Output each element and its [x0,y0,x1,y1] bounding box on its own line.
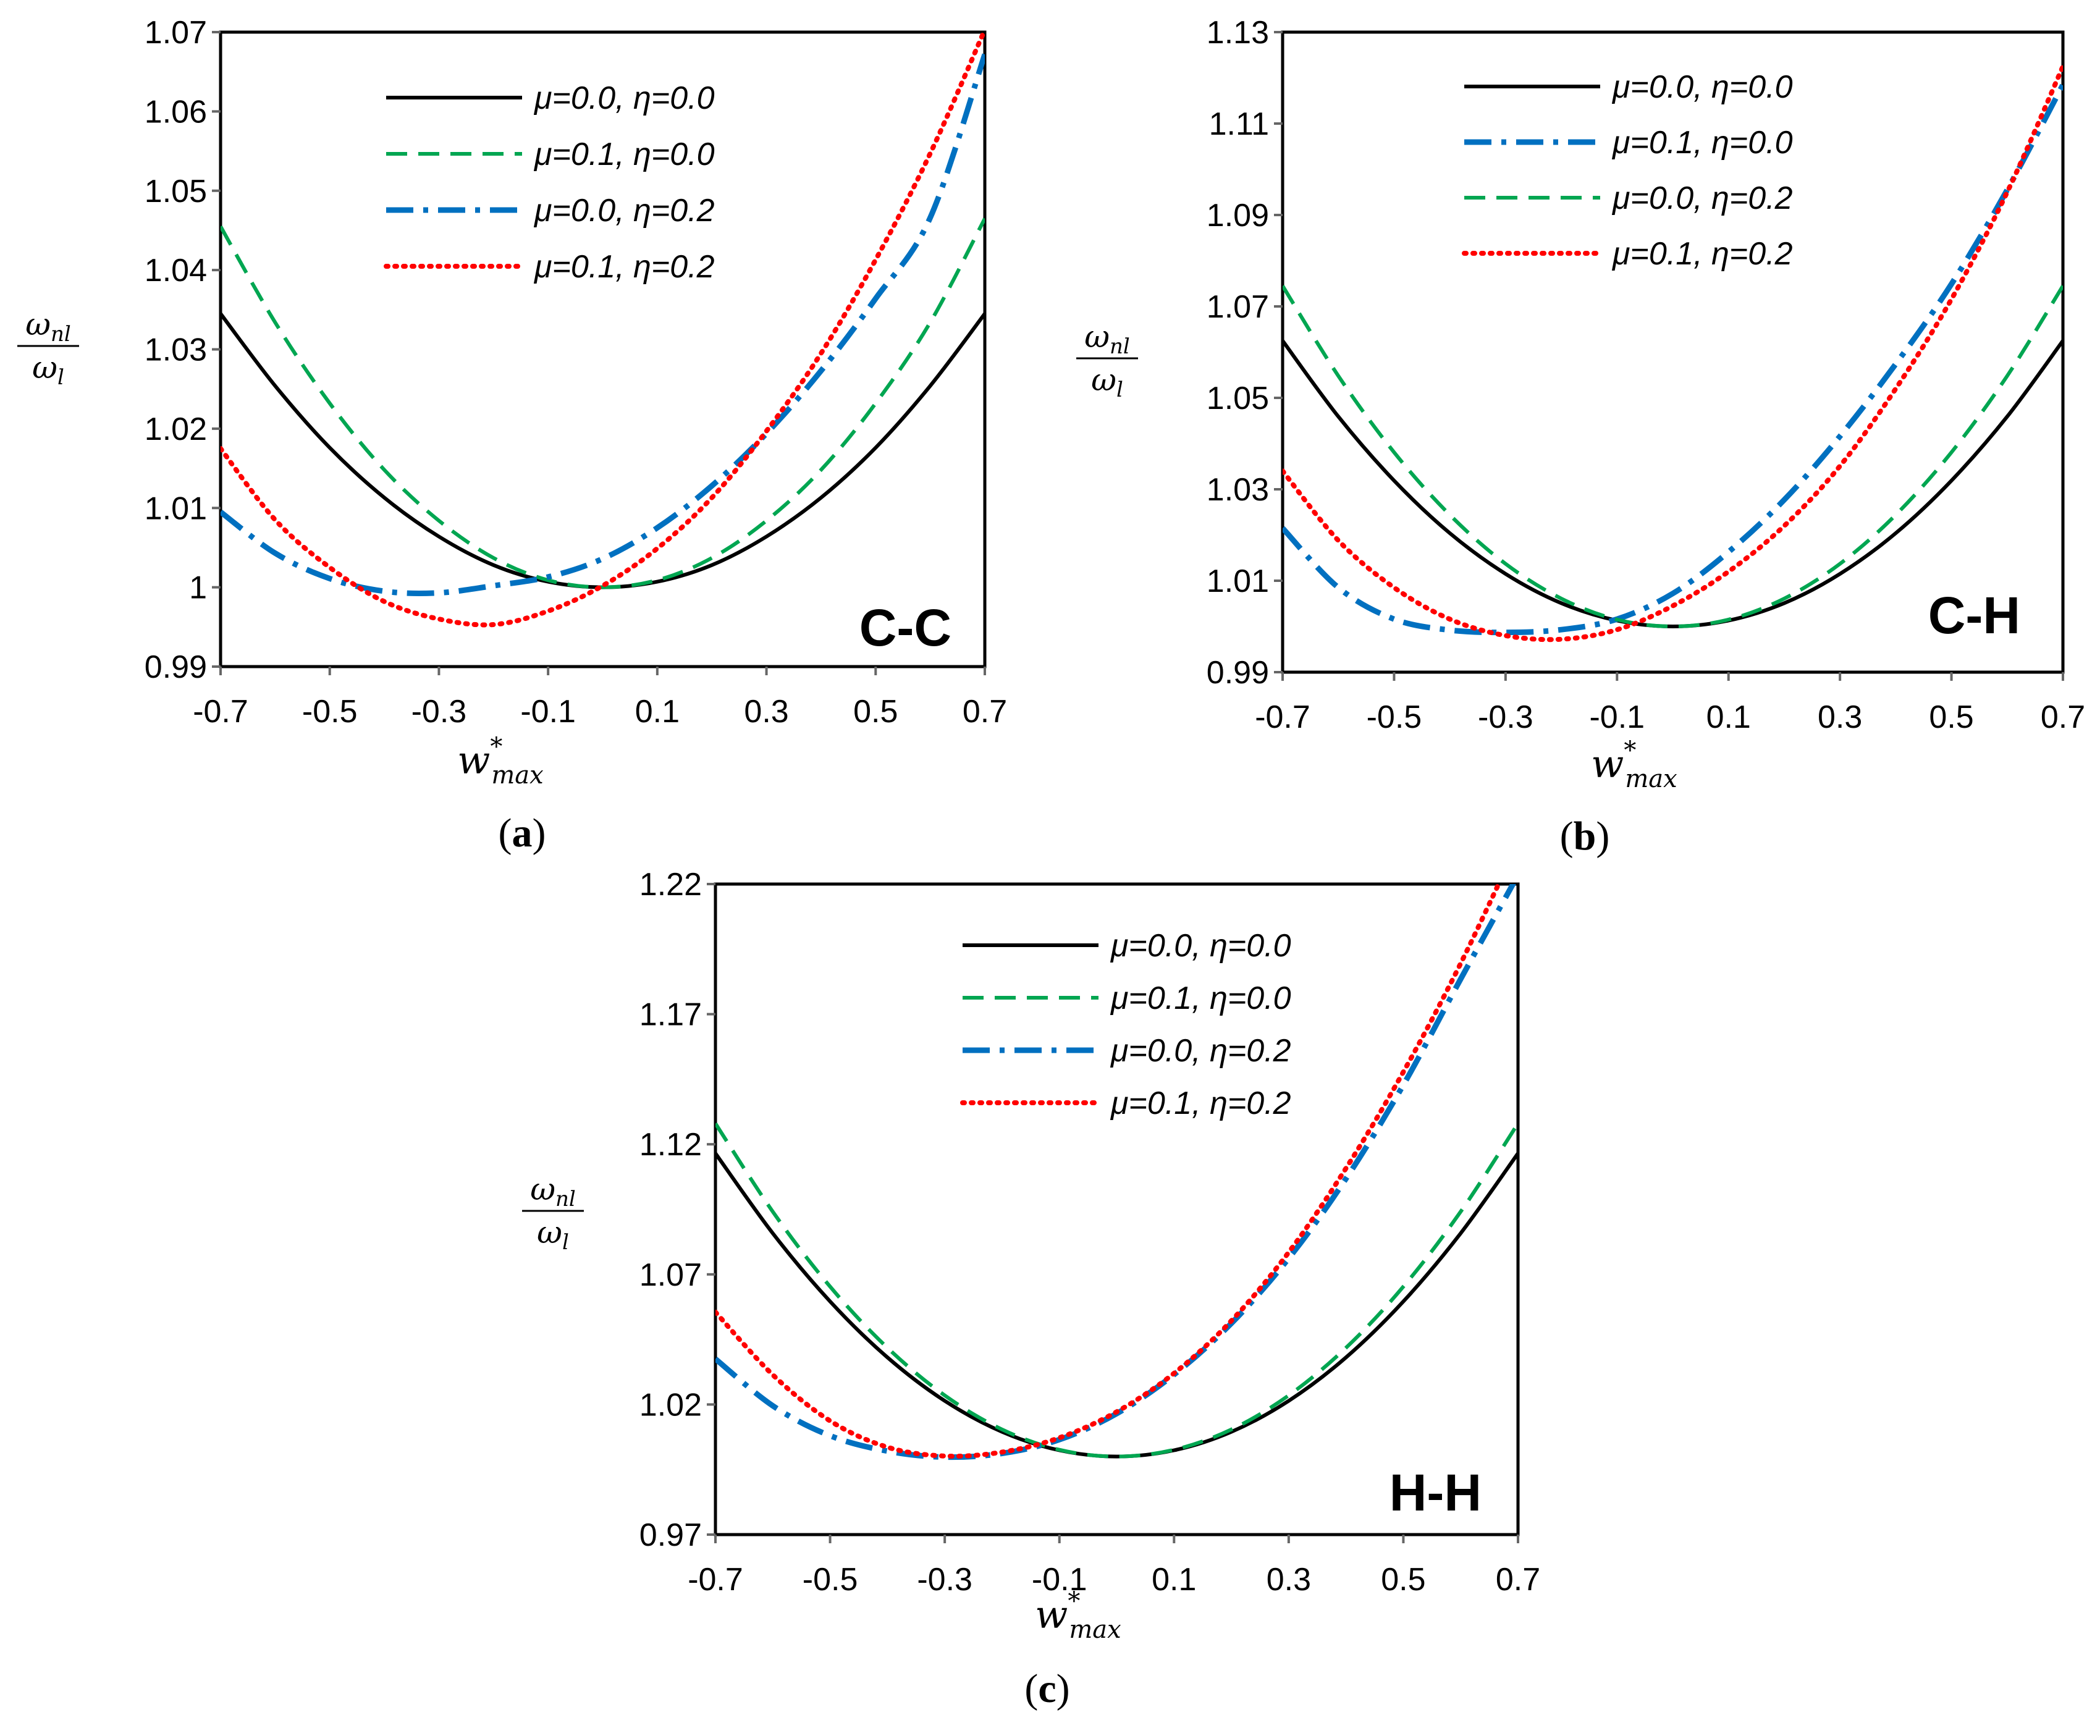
x-tick-label: 0.7 [963,694,1007,730]
x-tick-label: -0.7 [688,1562,743,1598]
y-tick-label: 1.02 [145,411,207,447]
x-tick-label: -0.3 [1478,699,1533,735]
x-tick-label: 0.5 [853,694,898,730]
y-tick-label: 1.09 [1207,198,1269,234]
y-tick-label: 1.22 [639,867,702,903]
boundary-condition-tag: C-H [1928,586,2020,644]
panel-c-hh: 0.97 1.02 1.07 1.12 1.17 1.22 -0.7 -0.5 -0.3 -0.1… [522,867,1540,1711]
x-tick-label: -0.7 [193,694,248,730]
x-tick-label: -0.3 [411,694,467,730]
x-tick-label: 0.3 [1818,699,1862,735]
x-tick-label: 0.1 [1706,699,1751,735]
y-tick-label: 1.01 [1207,563,1269,599]
y-tick-label: 0.97 [639,1517,702,1553]
panel-label: (b) [1560,814,1610,859]
panel-label: (a) [499,811,546,856]
y-tick-label: 1 [189,570,207,606]
y-tick-label: 1.04 [145,253,207,289]
series-line-blue-dashdot [1283,83,2063,636]
y-tick-label: 1.07 [145,15,207,51]
panel-label: (c) [1024,1666,1069,1711]
boundary-condition-tag: C-C [859,599,951,657]
y-tick-label: 1.13 [1207,15,1269,51]
series-line-red-dotted [1283,64,2063,643]
y-tick-label: 1.01 [145,491,207,526]
series-line-red-dotted [221,32,985,628]
x-tick-label: 0.7 [1496,1562,1540,1598]
y-label-numerator: ωnl [530,1171,576,1211]
y-tick-label: 1.07 [1207,289,1269,325]
legend-label: μ=0.0, η=0.2 [1611,180,1793,216]
y-label-denominator: ωl [537,1215,569,1255]
series-group [221,32,985,628]
x-tick-label: -0.1 [1032,1562,1087,1598]
x-axis-label: w* max [1591,736,1677,793]
legend-label: μ=0.1, η=0.2 [533,249,715,285]
legend-label: μ=0.0, η=0.2 [533,193,715,229]
x-tick-label: 0.3 [744,694,788,730]
legend-label: μ=0.1, η=0.2 [1611,236,1793,272]
series-line-red-dotted [715,884,1501,1459]
y-tick-label: 0.99 [1207,655,1269,691]
series-line-green-dashed [1283,285,2063,628]
series-line-green-dashed [221,217,985,589]
x-tick-label: -0.1 [1589,699,1645,735]
series-line-green-dashed [715,1122,1518,1459]
series-line-blue-dashdot [221,53,985,596]
x-tick-label: 0.5 [1929,699,1973,735]
plot-frame [1281,30,2065,674]
x-tick-label: 0.1 [1152,1562,1196,1598]
x-tick-label: -0.3 [917,1562,972,1598]
x-tick-label: -0.5 [803,1562,858,1598]
boundary-condition-tag: H-H [1389,1464,1482,1522]
series-group [1283,64,2063,643]
panel-b-ch: 0.99 1.01 1.03 1.05 1.07 1.09 1.11 1.13 -0.7 -0.5… [1076,15,2085,859]
series-line-black-solid [715,1152,1518,1459]
legend-label: μ=0.0, η=0.2 [1110,1033,1291,1069]
y-tick-label: 1.11 [1209,106,1269,142]
y-tick-label: 1.12 [639,1127,702,1163]
legend-label: μ=0.0, η=0.0 [1110,928,1291,964]
x-tick-label: 0.1 [635,694,680,730]
x-tick-label: -0.5 [1367,699,1422,735]
legend-label: μ=0.1, η=0.0 [533,137,715,172]
y-label-denominator: ωl [1091,362,1123,402]
x-tick-label: -0.7 [1255,699,1310,735]
y-label-denominator: ωl [32,350,64,390]
series-line-black-solid [1283,339,2063,628]
series-line-black-solid [221,312,985,589]
legend-label: μ=0.0, η=0.0 [1611,69,1793,105]
legend-label: μ=0.0, η=0.0 [533,80,715,116]
x-tick-label: -0.1 [520,694,576,730]
legend-label: μ=0.1, η=0.2 [1110,1085,1291,1121]
legend-label: μ=0.1, η=0.0 [1110,980,1291,1016]
x-tick-label: 0.7 [2041,699,2085,735]
legend-label: μ=0.1, η=0.0 [1611,125,1793,161]
panel-a-cc: 0.99 1 1.01 1.02 1.03 1.04 1.05 1.06 1.07 -0.7 -0.… [17,15,1007,856]
y-tick-label: 1.03 [1207,472,1269,508]
y-tick-label: 1.02 [639,1387,702,1423]
series-group [715,884,1518,1460]
y-tick-label: 1.05 [145,174,207,209]
y-tick-label: 1.05 [1207,381,1269,416]
y-tick-label: 1.06 [145,94,207,130]
plot-frame [714,882,1520,1536]
y-label-numerator: ωnl [25,306,71,347]
x-tick-label: 0.3 [1267,1562,1311,1598]
y-tick-label: 0.99 [145,649,207,685]
y-tick-label: 1.17 [639,997,702,1033]
x-tick-label: -0.5 [302,694,358,730]
y-tick-label: 1.07 [639,1257,702,1293]
plot-frame [219,30,987,668]
x-axis-label: w* max [457,733,543,790]
y-label-numerator: ωnl [1084,319,1130,359]
y-tick-label: 1.03 [145,332,207,368]
x-axis-label: w* max [1035,1587,1121,1644]
x-tick-label: 0.5 [1381,1562,1425,1598]
